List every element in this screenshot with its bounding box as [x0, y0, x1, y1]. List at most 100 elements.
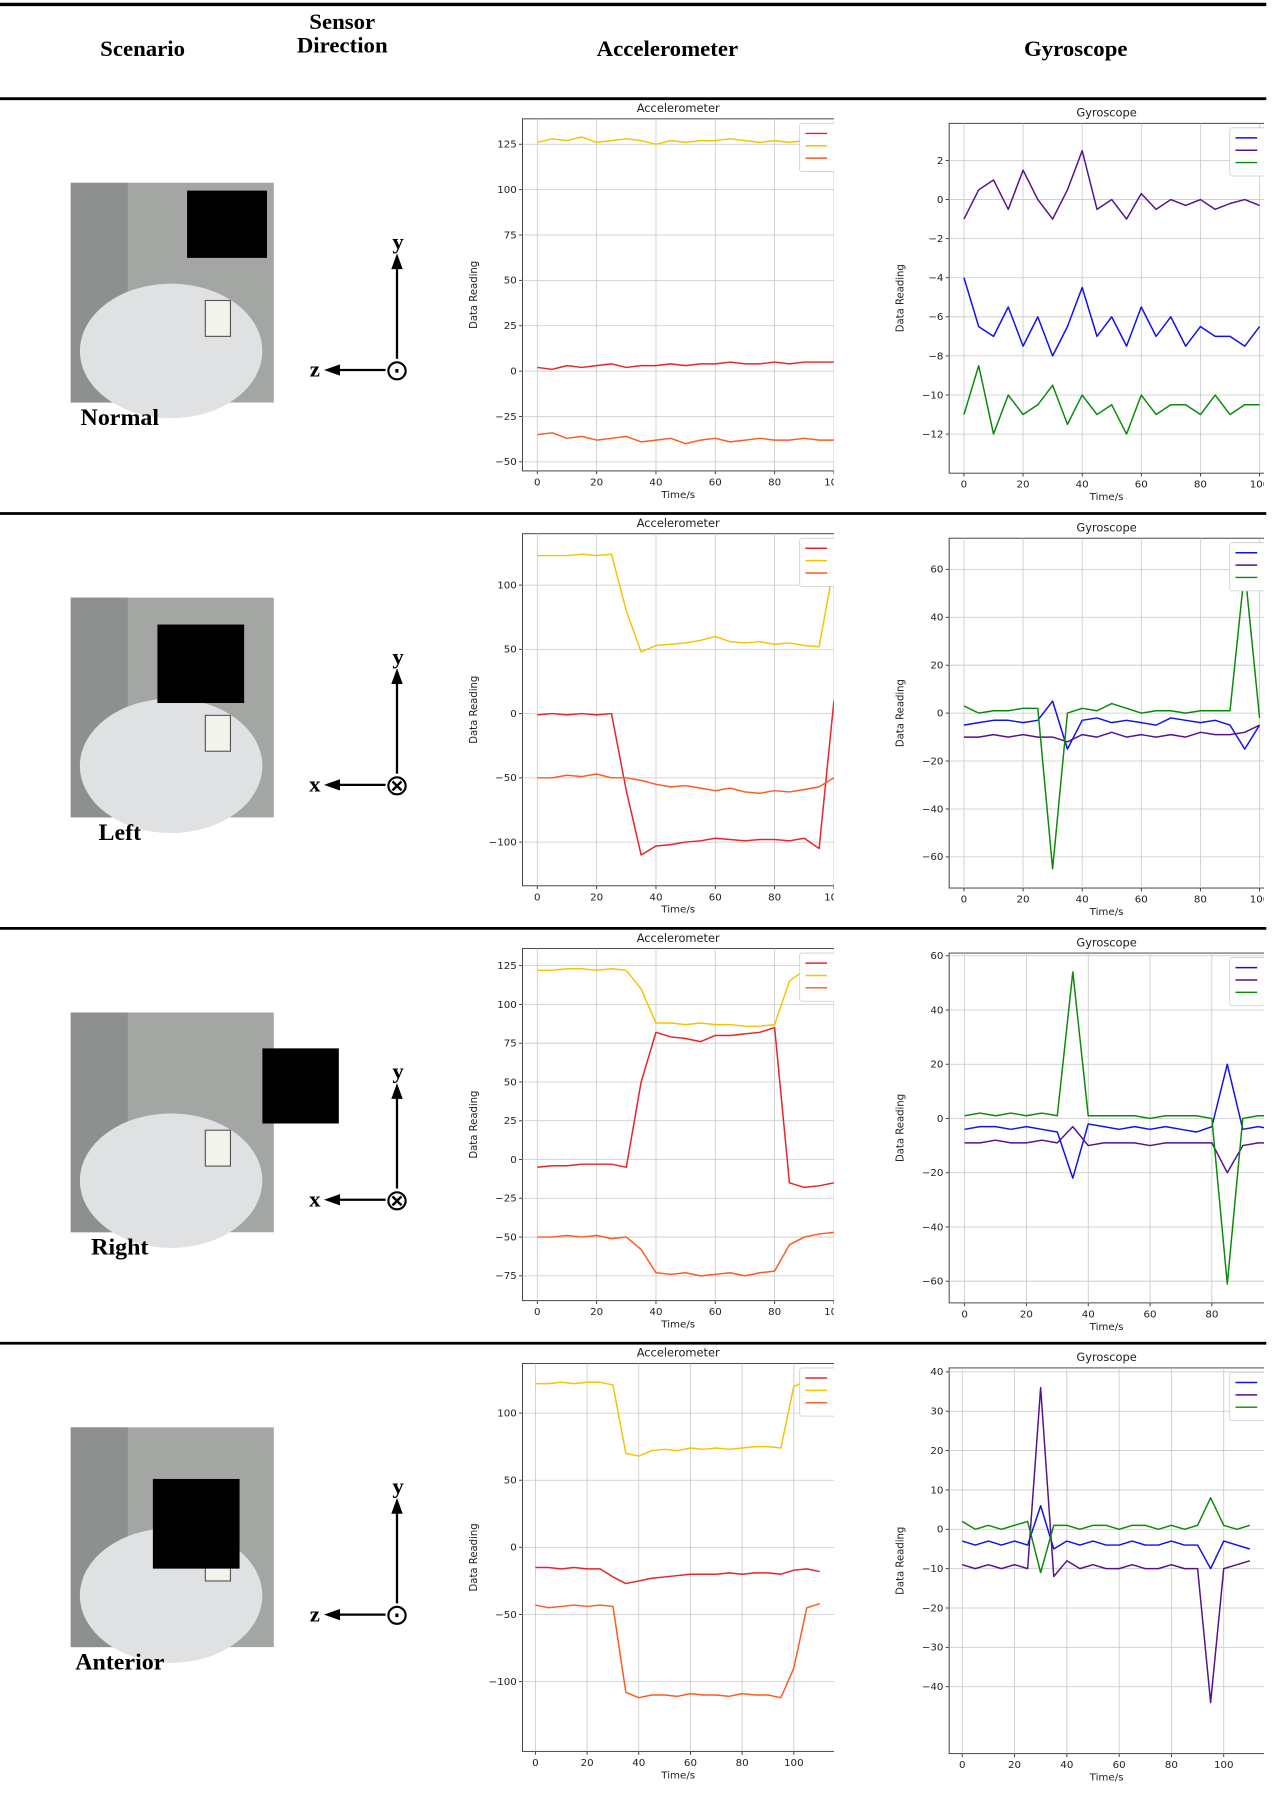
header-cell: Accelerometer [597, 38, 738, 62]
y-tick-label: 100 [497, 1409, 517, 1420]
symbol-bg [385, 1188, 409, 1211]
x-tick-label: 80 [1194, 895, 1207, 906]
scenario-label: Anterior [75, 1650, 165, 1676]
x-tick-label: 80 [768, 478, 781, 489]
x-tick-label: 0 [534, 892, 541, 903]
series-line [964, 971, 1265, 1285]
x-axis-label: Time/s [660, 1770, 695, 1781]
legend-box [1229, 127, 1265, 177]
axis-letter: z [310, 357, 320, 382]
series-line [535, 1603, 820, 1699]
scenario-label: Left [99, 820, 142, 846]
y-tick-label: 40 [930, 1367, 943, 1378]
y-tick-label: 25 [504, 1116, 517, 1127]
x-tick-label: 60 [709, 892, 722, 903]
y-tick-label: 100 [497, 185, 517, 196]
y-tick-label: 40 [930, 1005, 943, 1016]
axis-letter: y [392, 229, 404, 254]
series-line [964, 1063, 1265, 1179]
series-line [537, 773, 834, 795]
series-line [963, 724, 1260, 743]
y-axis-label: Data Reading [469, 1091, 480, 1159]
y-axis-label: Data Reading [895, 1527, 906, 1595]
y-tick-label: 100 [497, 581, 517, 592]
y-tick-label: 30 [930, 1407, 943, 1418]
legend-box [1229, 542, 1265, 592]
series-line [961, 1497, 1251, 1574]
arrow-head [391, 1497, 403, 1514]
y-tick-label: −10 [922, 390, 944, 401]
series-line [537, 361, 834, 371]
series-line [537, 432, 834, 445]
x-tick-label: 100 [1250, 895, 1270, 906]
x-tick-label: 20 [1008, 1760, 1021, 1771]
axis-symbol: ⊗ [385, 768, 410, 802]
y-tick-label: 125 [497, 961, 517, 972]
series-line [963, 700, 1261, 750]
header-cell: Scenario [100, 38, 185, 62]
x-axis-label: Time/s [660, 1320, 695, 1331]
y-tick-label: −20 [922, 1603, 944, 1614]
legend-box [1229, 957, 1265, 1007]
chart-title: Gyroscope [1076, 1351, 1136, 1364]
plot-area [522, 1362, 834, 1752]
x-axis-label: Time/s [1089, 492, 1124, 503]
y-tick-label: −40 [922, 1682, 944, 1693]
x-tick-label: 100 [784, 1758, 804, 1769]
x-tick-label: 100 [1214, 1760, 1234, 1771]
y-tick-label: −12 [922, 430, 944, 441]
x-tick-label: 60 [1135, 480, 1148, 491]
arrow-head [323, 779, 340, 791]
x-tick-label: 40 [649, 892, 662, 903]
scenario-label: Right [91, 1235, 148, 1261]
x-tick-label: 20 [590, 1307, 603, 1318]
photo-mask [152, 1478, 240, 1569]
series-line [537, 1231, 834, 1277]
x-tick-label: 0 [961, 1310, 968, 1321]
arrow-head [391, 253, 403, 270]
chart-title: Accelerometer [637, 1347, 720, 1360]
x-tick-label: 40 [632, 1758, 645, 1769]
x-tick-label: 0 [961, 480, 968, 491]
series-line [963, 568, 1261, 870]
chart-title: Gyroscope [1076, 107, 1136, 120]
series-line [964, 1125, 1265, 1174]
axis-letter: y [392, 644, 404, 669]
photo-sensor [204, 1129, 232, 1167]
axis-symbol: ⊙ [385, 353, 410, 387]
x-tick-label: 60 [709, 478, 722, 489]
photo-mask [157, 624, 245, 704]
y-tick-label: −50 [495, 773, 517, 784]
y-axis-label: Data Reading [895, 264, 906, 332]
arrow-head [391, 668, 403, 684]
y-tick-label: 40 [930, 613, 943, 624]
y-axis-label: Data Reading [469, 676, 480, 744]
y-tick-label: −30 [922, 1643, 944, 1654]
y-tick-label: −50 [495, 457, 517, 468]
photo-sensor [204, 299, 232, 337]
legend-box [799, 537, 834, 587]
x-tick-label: 80 [1205, 1310, 1218, 1321]
x-tick-label: 60 [1144, 1310, 1157, 1321]
x-axis-label: Time/s [660, 905, 695, 916]
plot-area [948, 122, 1265, 474]
arrow-head [323, 1608, 340, 1621]
arrow-head [391, 1083, 403, 1099]
x-tick-label: 0 [961, 895, 968, 906]
y-tick-label: −60 [922, 1277, 944, 1288]
x-tick-label: 100 [824, 1307, 844, 1318]
gyroscope-chart: −40 −30 −20 −10 0 10 20 30 40 0 20 40 60 80 100 [922, 1367, 1265, 1771]
x-tick-label: 100 [824, 478, 844, 489]
y-tick-label: 100 [497, 1000, 517, 1011]
photo-mask [187, 190, 267, 258]
y-tick-label: −10 [922, 1564, 944, 1575]
y-tick-label: −6 [928, 312, 943, 323]
y-tick-label: 0 [937, 195, 944, 206]
gyroscope-chart: −60 −40 −20 0 20 40 60 0 20 40 60 80 [922, 951, 1265, 1321]
axis-letter: z [310, 1602, 320, 1627]
header-text: Gyroscope [1024, 37, 1128, 62]
x-tick-label: 0 [534, 1307, 541, 1318]
y-tick-label: −50 [495, 1610, 517, 1621]
header-text: Sensor Direction [296, 11, 388, 59]
